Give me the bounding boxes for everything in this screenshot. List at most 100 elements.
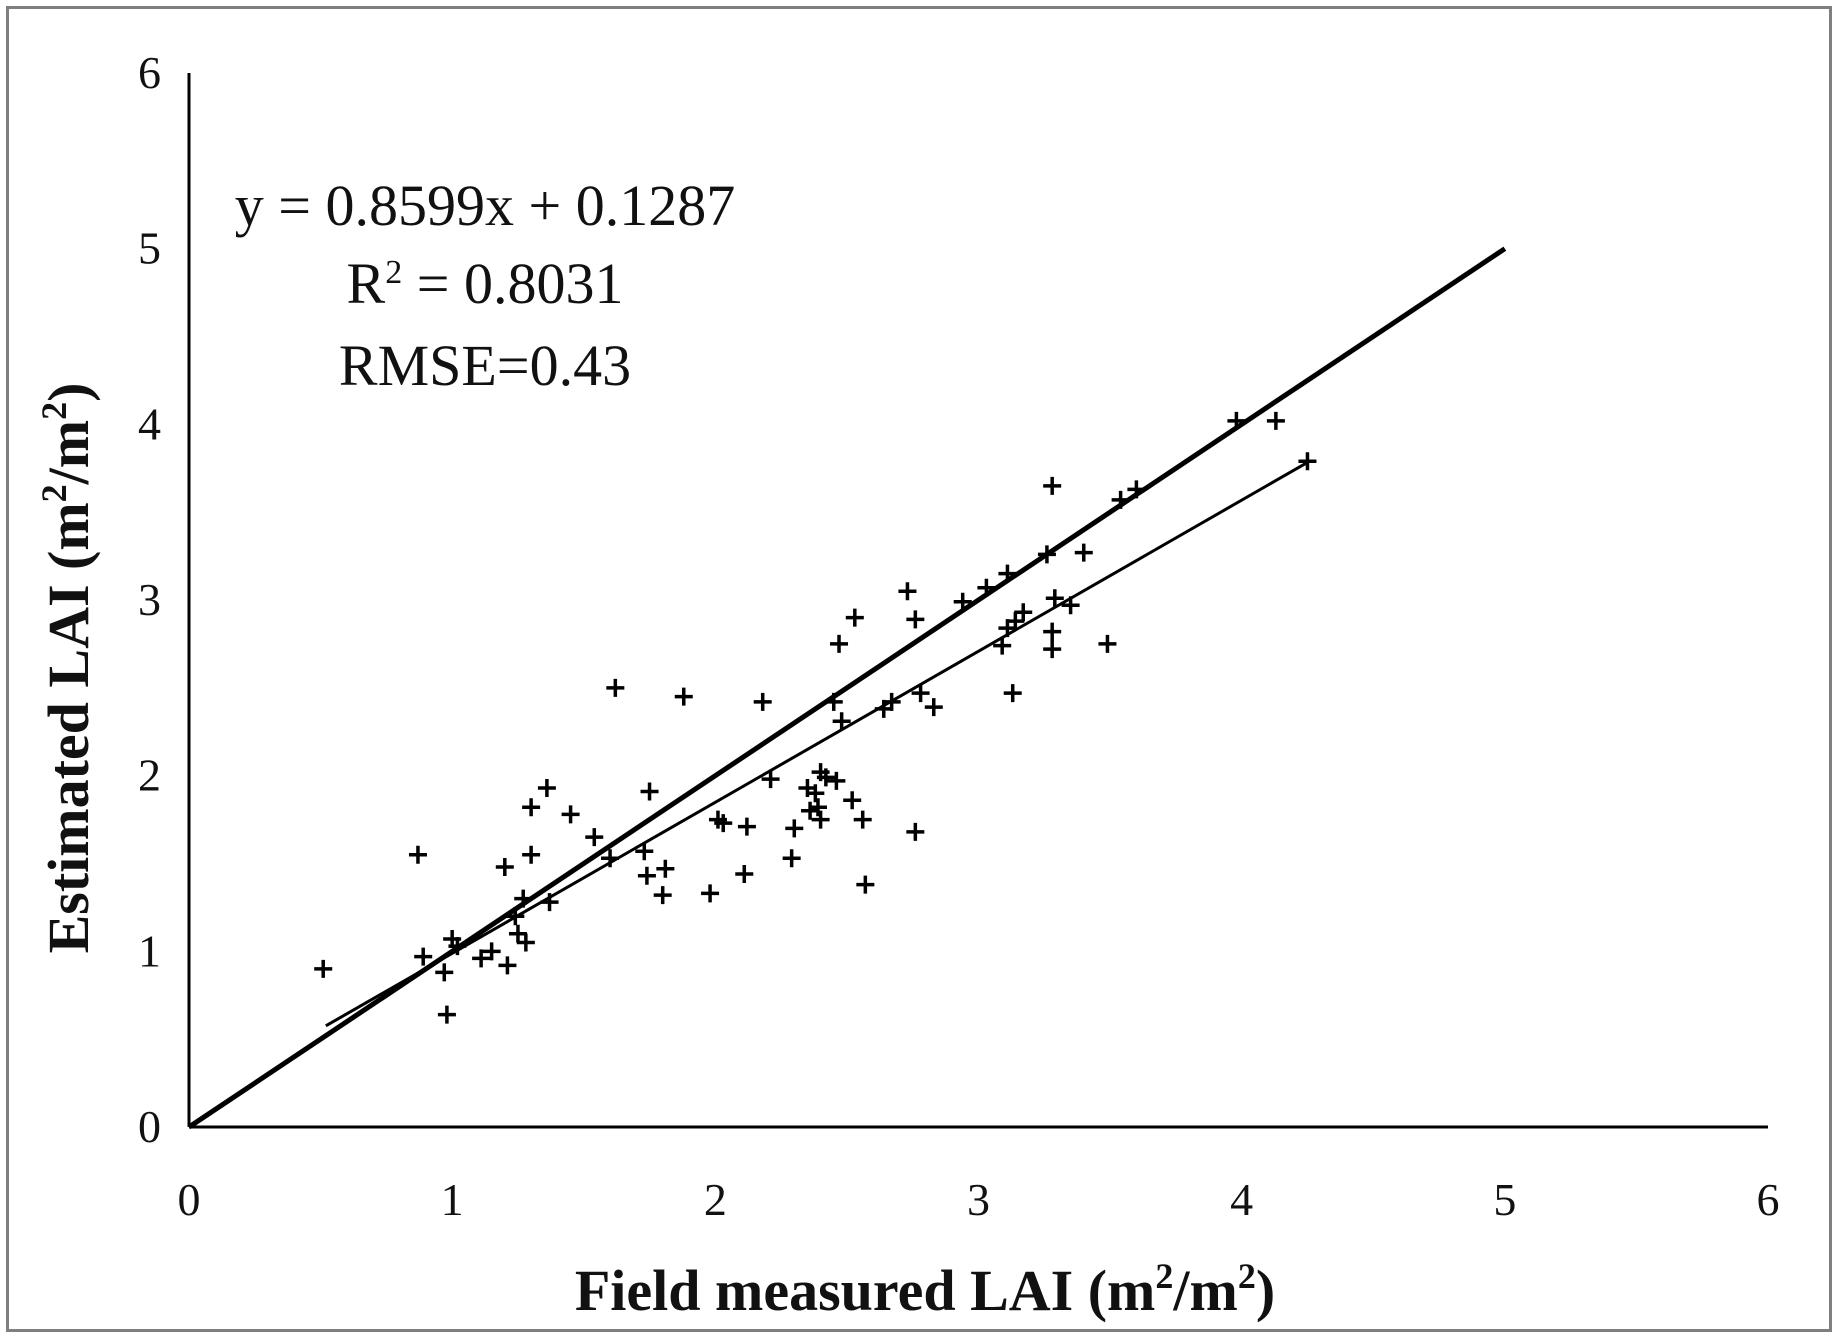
r2-prefix: R (347, 251, 386, 316)
x-axis-title: Field measured LAI (m2/m2) (575, 1256, 1275, 1323)
data-point (801, 801, 820, 820)
data-point (737, 817, 756, 836)
fit-lines (187, 246, 1507, 1130)
data-point (906, 822, 925, 841)
data-point (506, 907, 525, 926)
data-point (714, 814, 733, 833)
data-point (782, 849, 801, 868)
x-tick-labels: 0 1 2 3 4 5 6 (178, 1174, 1780, 1225)
data-point (1006, 612, 1025, 631)
y-axis-title-sup1: 2 (34, 484, 74, 502)
axes (187, 73, 1768, 1129)
data-point (1043, 640, 1062, 659)
data-point (785, 819, 804, 838)
data-point (522, 798, 541, 817)
data-point (448, 937, 467, 956)
x-tick-label: 1 (441, 1174, 464, 1225)
data-point (811, 810, 830, 829)
data-point (1127, 480, 1146, 499)
data-point (761, 770, 780, 789)
data-point (806, 784, 825, 803)
x-axis-title-sup1: 2 (1155, 1256, 1173, 1296)
data-point (314, 959, 333, 978)
data-point (435, 963, 454, 982)
data-point (977, 578, 996, 597)
data-point (640, 782, 659, 801)
data-point (843, 791, 862, 810)
one-to-one-line (187, 246, 1507, 1130)
y-tick-label: 0 (138, 1101, 161, 1152)
data-point (924, 698, 943, 717)
data-point (601, 849, 620, 868)
r-squared-label: R2 = 0.8031 (347, 251, 624, 316)
y-tick-label: 2 (138, 750, 161, 801)
data-point (1098, 634, 1117, 653)
data-point (753, 692, 772, 711)
data-point (998, 564, 1017, 583)
x-tick-label: 2 (704, 1174, 727, 1225)
y-tick-label: 5 (138, 223, 161, 274)
data-point (1003, 684, 1022, 703)
data-point (540, 893, 559, 912)
data-point (498, 956, 517, 975)
data-point (856, 875, 875, 894)
data-point (1037, 545, 1056, 564)
x-tick-label: 5 (1493, 1174, 1516, 1225)
data-point (1111, 490, 1130, 509)
y-tick-labels: 0 1 2 3 4 5 6 (138, 47, 161, 1152)
data-point (853, 810, 872, 829)
y-tick-label: 1 (138, 925, 161, 976)
data-point (735, 865, 754, 884)
x-tick-label: 3 (967, 1174, 990, 1225)
data-point (1014, 603, 1033, 622)
data-point (701, 884, 720, 903)
data-point (653, 886, 672, 905)
data-point (635, 842, 654, 861)
data-point (906, 610, 925, 629)
y-axis-title-sup2: 2 (34, 402, 74, 420)
x-axis-title-mid: /m (1172, 1258, 1237, 1323)
data-point (522, 845, 541, 864)
data-point (953, 592, 972, 611)
data-point (830, 634, 849, 653)
data-point (845, 608, 864, 627)
data-point (1061, 596, 1080, 615)
y-tick-label: 6 (138, 47, 161, 98)
y-tick-label: 4 (138, 398, 161, 449)
data-point (1045, 589, 1064, 608)
r2-value: = 0.8031 (402, 251, 623, 316)
y-tick-label: 3 (138, 574, 161, 625)
data-point (414, 947, 433, 966)
annotation-box: y = 0.8599x + 0.1287 R2 = 0.8031 RMSE=0.… (235, 173, 735, 398)
data-point (832, 712, 851, 731)
equation-label: y = 0.8599x + 0.1287 (235, 173, 735, 238)
y-axis-title-end: ) (36, 383, 101, 402)
data-point (911, 684, 930, 703)
x-tick-label: 6 (1757, 1174, 1780, 1225)
data-point (1043, 476, 1062, 495)
figure-frame (6, 6, 1832, 1332)
data-point (606, 678, 625, 697)
data-point (508, 924, 527, 943)
regression-line (325, 461, 1309, 1028)
data-point (516, 933, 535, 952)
x-tick-label: 4 (1230, 1174, 1253, 1225)
data-point (585, 828, 604, 847)
data-point (1227, 411, 1246, 430)
y-axis-title-mid: /m (36, 420, 101, 485)
r2-superscript: 2 (385, 254, 402, 291)
data-point (898, 582, 917, 601)
data-point (637, 866, 656, 885)
data-point (537, 778, 556, 797)
x-axis-title-sup2: 2 (1238, 1256, 1256, 1296)
y-axis-title-text: Estimated LAI (m (36, 502, 101, 953)
data-point (674, 687, 693, 706)
data-point (472, 949, 491, 968)
data-point (824, 692, 843, 711)
data-point (437, 1005, 456, 1024)
x-tick-label: 0 (178, 1174, 201, 1225)
data-point (1074, 543, 1093, 562)
data-point (514, 889, 533, 908)
data-point (827, 771, 846, 790)
